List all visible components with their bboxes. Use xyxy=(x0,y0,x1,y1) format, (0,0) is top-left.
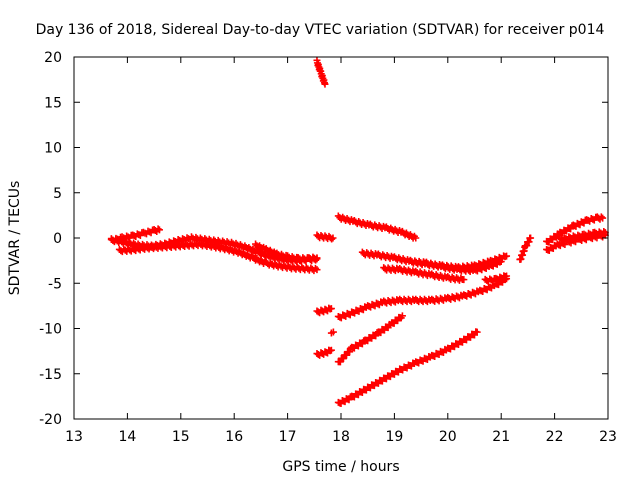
x-axis: 13 14 15 16 17 18 19 20 21 22 23 xyxy=(65,57,617,445)
x-tick-label: 13 xyxy=(65,429,83,445)
data-point xyxy=(597,213,605,221)
x-tick-label: 19 xyxy=(385,429,403,445)
data-point xyxy=(329,328,337,336)
data-marks xyxy=(107,56,609,408)
data-point xyxy=(155,226,163,234)
y-tick-label: -15 xyxy=(39,367,62,383)
y-tick-label: 0 xyxy=(53,231,62,247)
y-tick-label: 20 xyxy=(44,50,62,66)
data-point xyxy=(600,227,608,235)
data-point xyxy=(503,252,511,260)
data-point xyxy=(527,234,535,242)
data-point xyxy=(312,255,320,263)
x-tick-label: 14 xyxy=(118,429,136,445)
chart-title: Day 136 of 2018, Sidereal Day-to-day VTE… xyxy=(36,22,605,38)
data-point xyxy=(398,312,406,320)
y-tick-label: 15 xyxy=(44,95,62,111)
y-tick-label: 10 xyxy=(44,141,62,157)
x-tick-label: 22 xyxy=(546,429,564,445)
x-tick-label: 17 xyxy=(279,429,297,445)
x-tick-label: 16 xyxy=(225,429,243,445)
data-point xyxy=(154,225,162,233)
y-tick-label: -10 xyxy=(39,322,62,338)
data-point xyxy=(412,234,420,242)
data-point xyxy=(460,276,468,284)
data-point xyxy=(313,254,321,262)
data-point xyxy=(328,235,336,243)
y-axis: 20 15 10 5 0 -5 -10 -15 -20 xyxy=(39,50,608,428)
data-point xyxy=(497,258,505,266)
y-tick-label: -5 xyxy=(48,276,62,292)
data-point xyxy=(329,234,337,242)
data-point xyxy=(473,328,481,336)
data-point xyxy=(346,348,354,356)
y-tick-label: -20 xyxy=(39,412,62,428)
x-tick-label: 21 xyxy=(492,429,510,445)
data-point xyxy=(327,305,335,313)
data-point xyxy=(372,332,380,340)
y-axis-label: SDTVAR / TECUs xyxy=(7,181,23,296)
data-point xyxy=(313,266,321,274)
x-tick-label: 18 xyxy=(332,429,350,445)
data-point xyxy=(503,272,511,280)
data-point xyxy=(599,214,607,222)
x-tick-label: 23 xyxy=(599,429,617,445)
data-point xyxy=(327,346,335,354)
x-tick-label: 20 xyxy=(439,429,457,445)
y-tick-label: 5 xyxy=(53,186,62,202)
data-point xyxy=(321,80,329,88)
x-axis-label: GPS time / hours xyxy=(282,459,399,475)
x-tick-label: 15 xyxy=(172,429,190,445)
data-point xyxy=(311,264,319,272)
